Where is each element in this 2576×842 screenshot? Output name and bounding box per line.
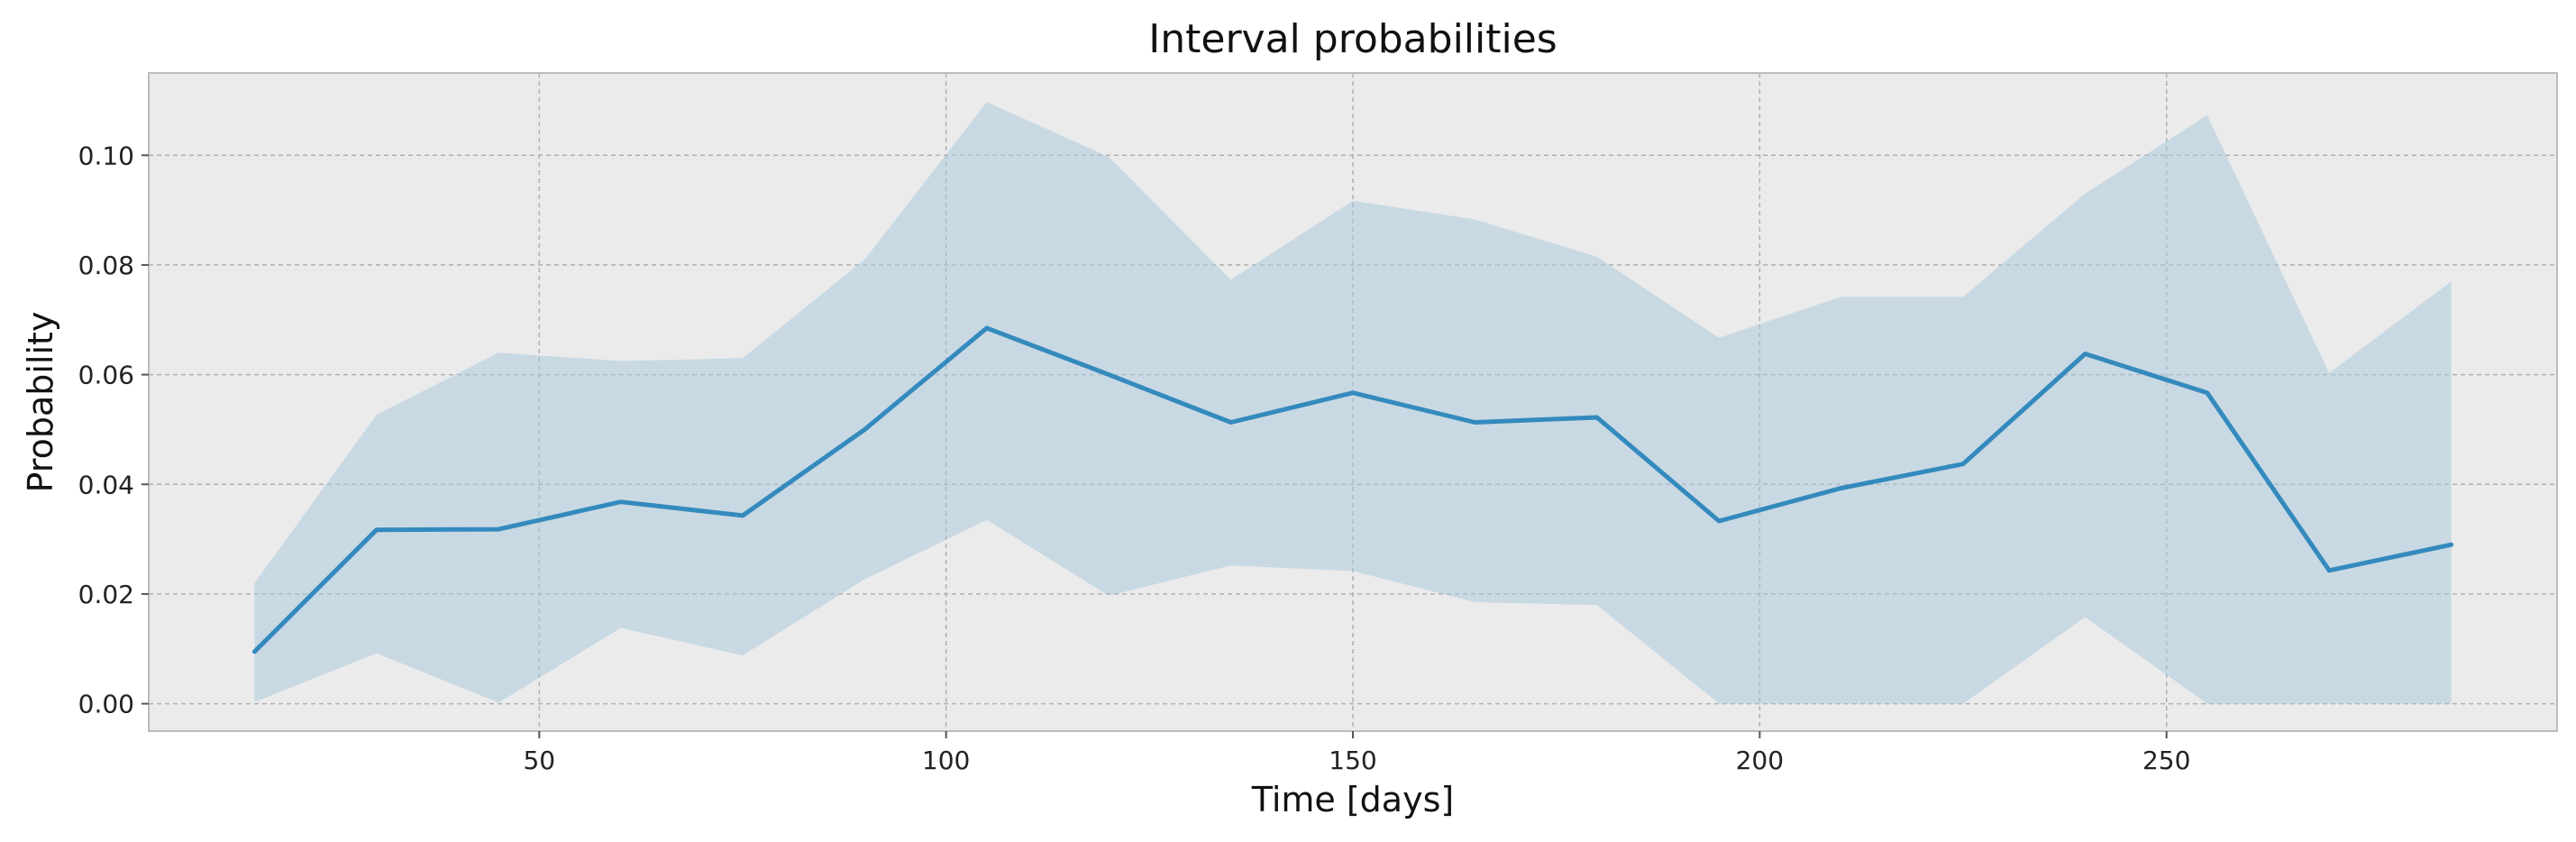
chart-title: Interval probabilities bbox=[1148, 16, 1557, 62]
x-axis-ticks: 50 100 150 200 250 bbox=[523, 731, 2190, 775]
x-axis-label: Time [days] bbox=[1251, 780, 1454, 819]
y-tick-label: 0.00 bbox=[78, 690, 134, 719]
y-tick-label: 0.04 bbox=[78, 470, 134, 499]
x-tick-label: 50 bbox=[523, 746, 555, 775]
x-tick-label: 100 bbox=[922, 746, 970, 775]
y-tick-label: 0.02 bbox=[78, 580, 134, 609]
y-axis-ticks: 0.00 0.02 0.04 0.06 0.08 0.10 bbox=[78, 141, 149, 719]
y-tick-label: 0.08 bbox=[78, 251, 134, 280]
x-tick-label: 150 bbox=[1329, 746, 1376, 775]
x-tick-label: 200 bbox=[1736, 746, 1784, 775]
x-tick-label: 250 bbox=[2142, 746, 2190, 775]
y-tick-label: 0.10 bbox=[78, 141, 134, 170]
y-tick-label: 0.06 bbox=[78, 361, 134, 390]
probability-line bbox=[251, 325, 2454, 654]
confidence-band bbox=[254, 102, 2452, 704]
y-axis-label: Probability bbox=[21, 312, 60, 493]
